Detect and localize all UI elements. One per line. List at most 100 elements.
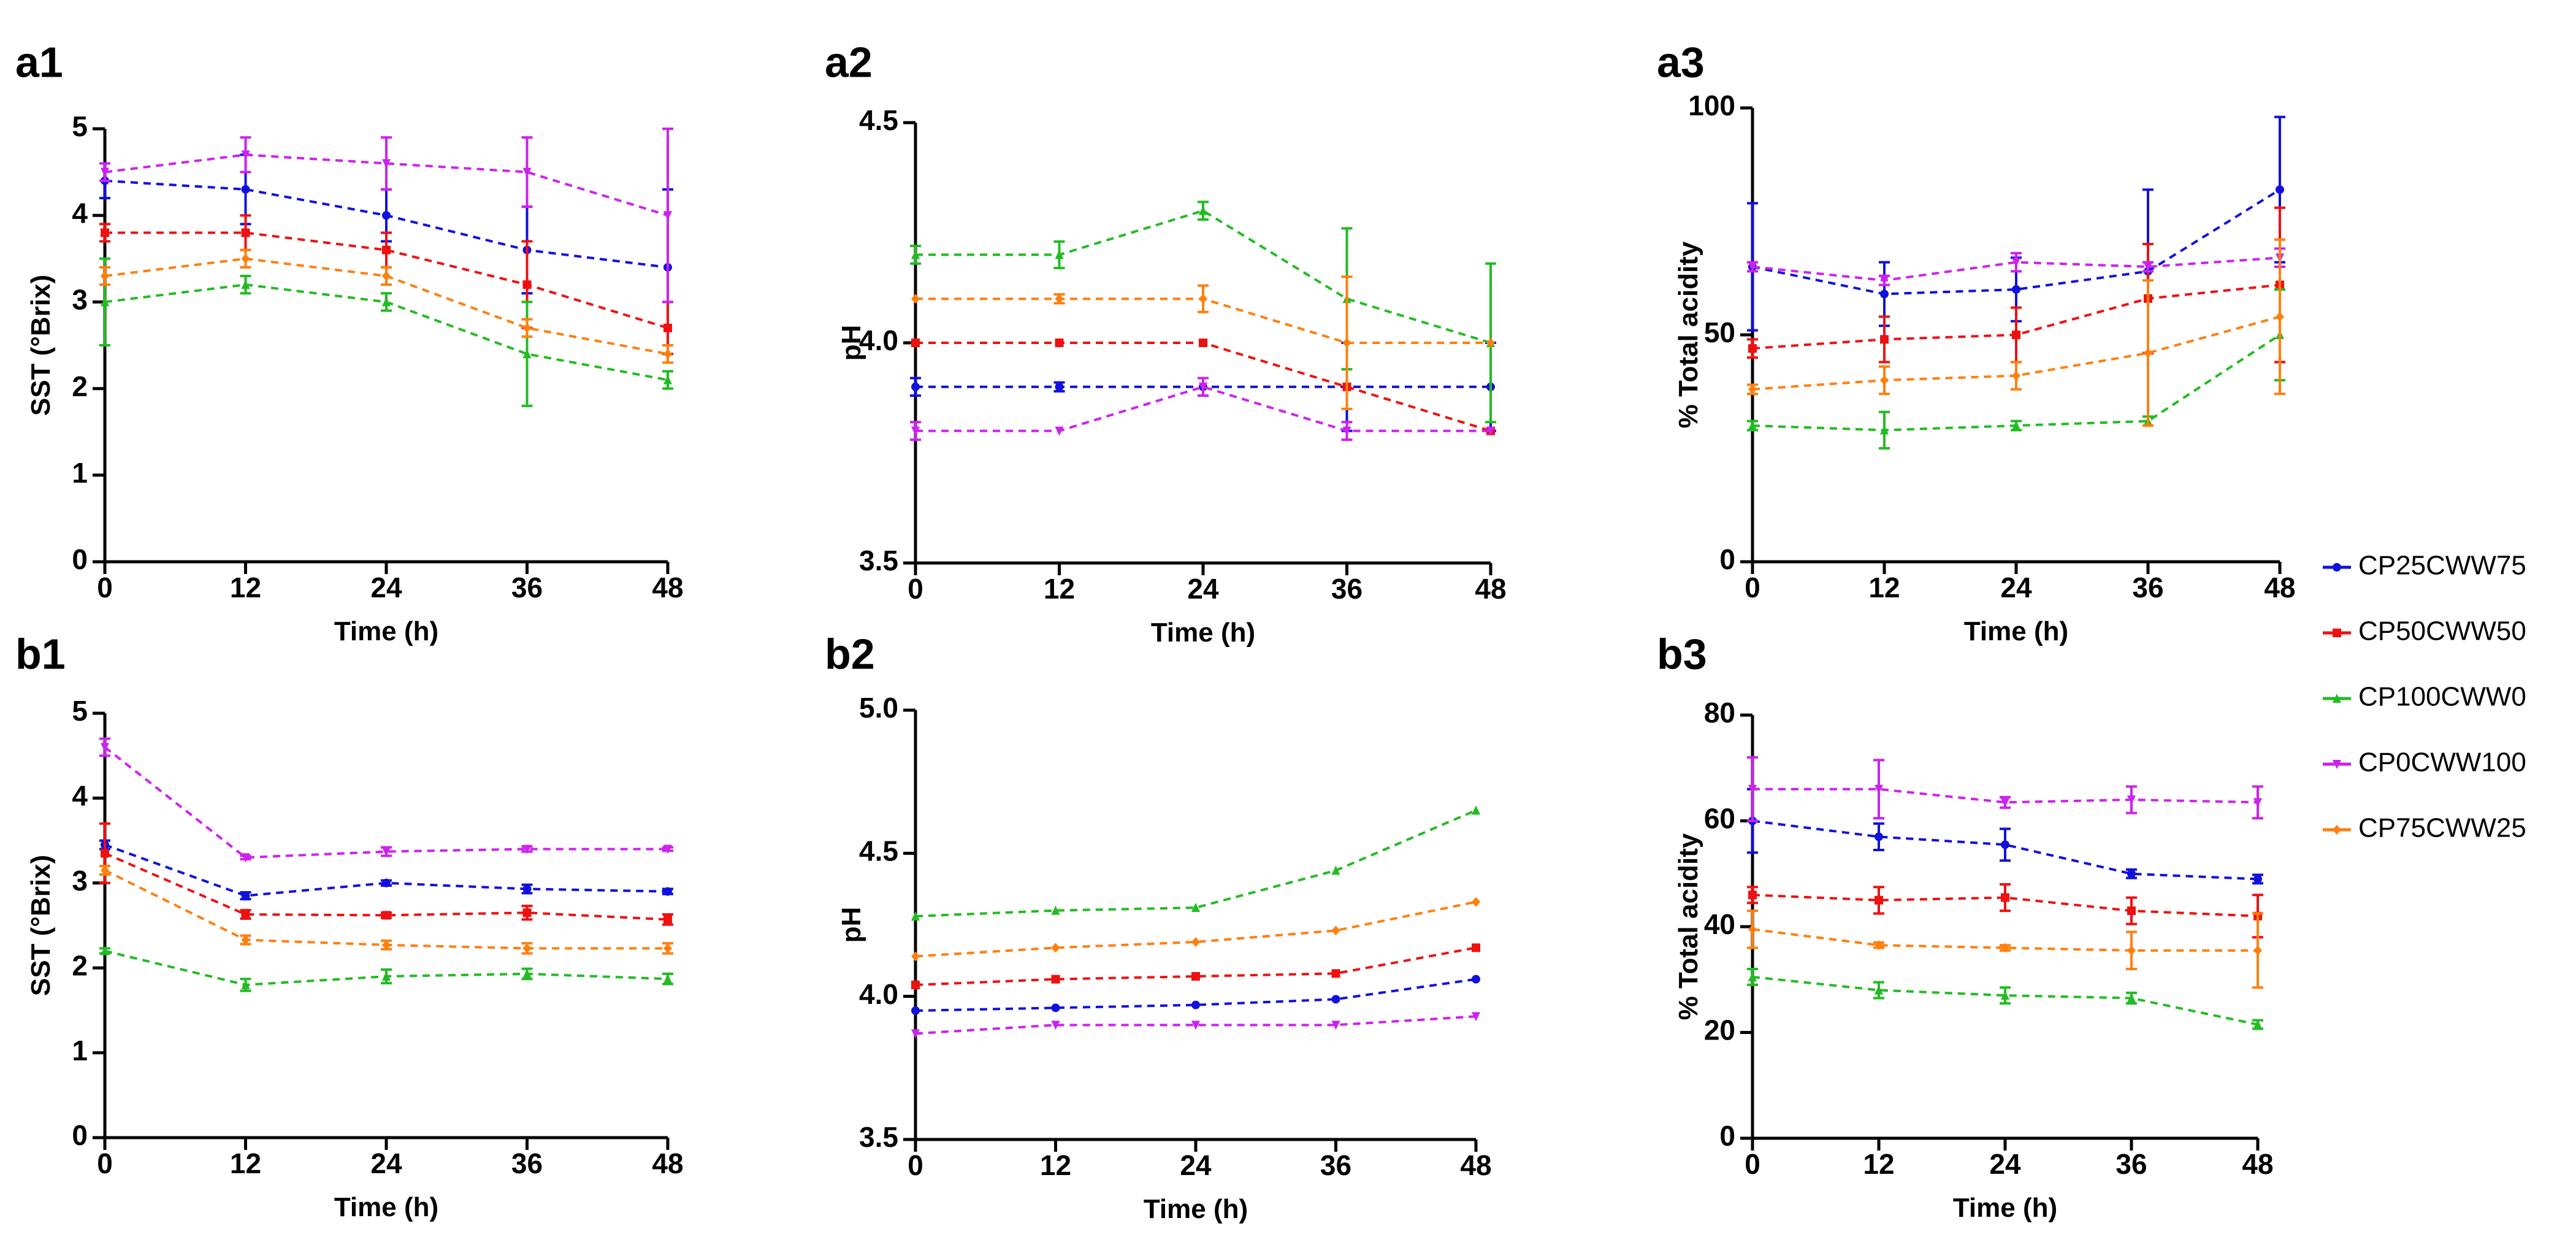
data-point xyxy=(1880,425,1889,435)
y-tick-label: 3 xyxy=(72,284,88,316)
series-cp0cww100 xyxy=(1747,756,2263,822)
data-point xyxy=(2001,990,2009,1000)
data-point xyxy=(382,971,391,981)
x-axis-title: Time (h) xyxy=(334,616,438,646)
data-point xyxy=(663,915,672,924)
chart-panel-b2: b2 3.5 4.0 4.5 5.0 0 12 24 36 48 Time (h) pH xyxy=(825,630,1492,1224)
data-point xyxy=(911,1006,920,1015)
data-point xyxy=(911,250,920,259)
data-point xyxy=(1875,940,1883,951)
legend-entry-cp0cww100: CP0CWW100 xyxy=(2323,748,2526,778)
panel-label: a3 xyxy=(1657,38,1705,86)
data-point xyxy=(382,878,391,887)
data-point xyxy=(2001,893,2009,902)
y-tick-label: 4 xyxy=(72,197,88,229)
x-tick-label: 48 xyxy=(652,1147,683,1179)
series-line xyxy=(104,746,668,859)
data-point xyxy=(2276,185,2284,194)
y-tick-label: 0 xyxy=(72,1119,88,1151)
data-point xyxy=(1055,294,1064,304)
data-point xyxy=(382,911,391,920)
data-point xyxy=(2253,1019,2262,1029)
y-tick-label: 0 xyxy=(1719,1120,1735,1152)
data-point xyxy=(1331,969,1340,978)
data-point xyxy=(1748,924,1757,935)
panel-label: b3 xyxy=(1657,630,1707,678)
x-tick-label: 12 xyxy=(230,572,261,603)
data-point xyxy=(241,185,250,194)
y-tick-label: 4 xyxy=(72,780,88,812)
data-point xyxy=(1748,421,1757,430)
data-point xyxy=(2127,993,2136,1003)
data-point xyxy=(101,297,109,307)
series-cp100cww0 xyxy=(911,805,1480,921)
data-point xyxy=(1191,972,1200,981)
data-point xyxy=(1331,1020,1340,1030)
series-cp0cww100 xyxy=(910,377,1495,441)
x-tick-label: 36 xyxy=(2132,572,2163,603)
data-point xyxy=(101,271,109,281)
x-tick-label: 36 xyxy=(1320,1149,1351,1181)
data-point xyxy=(663,375,672,385)
data-point xyxy=(2253,798,2262,808)
data-point xyxy=(1342,426,1351,436)
series-line xyxy=(915,809,1477,917)
data-point xyxy=(2127,945,2136,955)
data-point xyxy=(911,294,920,304)
x-tick-label: 48 xyxy=(2242,1148,2273,1180)
series-line xyxy=(1752,256,2280,282)
data-point xyxy=(101,946,109,955)
data-point xyxy=(911,951,920,962)
panel-label: a2 xyxy=(825,38,873,86)
data-point xyxy=(1880,375,1889,385)
data-point xyxy=(382,940,391,950)
data-point xyxy=(241,853,250,863)
data-point xyxy=(2001,840,2009,849)
series-cp100cww0 xyxy=(99,946,673,992)
data-point xyxy=(1199,205,1207,215)
data-point xyxy=(1191,1020,1200,1030)
y-axis-title: % Total acidity xyxy=(1673,833,1703,1020)
data-point xyxy=(2001,943,2009,953)
data-point xyxy=(241,910,250,919)
data-point xyxy=(2127,869,2136,878)
x-tick-label: 24 xyxy=(2000,572,2032,603)
data-point xyxy=(1331,995,1340,1004)
x-axis-title: Time (h) xyxy=(1151,618,1255,648)
data-point xyxy=(1748,971,1757,981)
y-tick-label: 50 xyxy=(1704,316,1735,348)
series-line xyxy=(915,900,1477,958)
x-tick-label: 48 xyxy=(1460,1149,1491,1181)
data-point xyxy=(1875,784,1883,794)
data-point xyxy=(1051,1003,1060,1013)
data-point xyxy=(1748,262,1757,272)
x-tick-label: 0 xyxy=(908,573,923,605)
y-axis-title: pH xyxy=(836,907,866,943)
y-tick-label: 5 xyxy=(72,695,88,727)
data-point xyxy=(663,844,672,854)
x-tick-label: 36 xyxy=(511,1147,543,1179)
x-tick-label: 24 xyxy=(1989,1148,2021,1180)
data-point xyxy=(1472,975,1480,984)
data-point xyxy=(1875,985,1883,995)
data-point xyxy=(1748,890,1757,900)
y-tick-label: 1 xyxy=(72,457,88,489)
data-point xyxy=(382,159,391,169)
y-tick-label: 60 xyxy=(1704,803,1735,835)
series-cp25cww75 xyxy=(99,839,673,901)
y-tick-label: 2 xyxy=(72,949,88,981)
legend-entry-cp25cww75: CP25CWW75 xyxy=(2323,551,2526,581)
legend: CP25CWW75 CP50CWW50 CP100CWW0 CP0CWW100 CP75… xyxy=(2323,551,2526,843)
data-point xyxy=(2012,421,2020,430)
x-tick-label: 12 xyxy=(230,1147,261,1179)
x-tick-label: 12 xyxy=(1040,1149,1071,1181)
x-tick-label: 24 xyxy=(370,1147,402,1179)
data-point xyxy=(522,349,532,359)
x-axis-title: Time (h) xyxy=(1144,1194,1248,1224)
data-point xyxy=(1191,1000,1200,1009)
chart-panel-a2: a2 3.5 4.0 4.5 0 12 24 36 48 Time (h) pH xyxy=(825,38,1507,648)
data-point xyxy=(2012,370,2020,381)
data-point xyxy=(522,167,532,177)
series-line xyxy=(915,946,1477,986)
data-point xyxy=(1199,382,1207,392)
